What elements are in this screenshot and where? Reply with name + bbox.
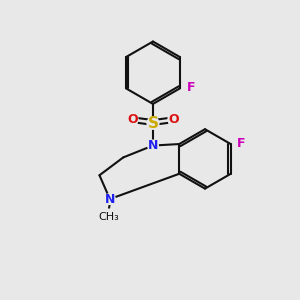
Circle shape xyxy=(104,194,115,204)
Circle shape xyxy=(100,209,117,226)
Circle shape xyxy=(127,114,138,125)
Text: O: O xyxy=(168,113,179,126)
Circle shape xyxy=(168,114,179,125)
Text: O: O xyxy=(127,113,138,126)
Text: F: F xyxy=(237,137,245,150)
Text: S: S xyxy=(148,116,158,131)
Circle shape xyxy=(148,140,158,151)
Text: N: N xyxy=(105,193,115,206)
Text: CH₃: CH₃ xyxy=(98,212,119,222)
Text: N: N xyxy=(148,139,158,152)
Text: F: F xyxy=(187,81,195,94)
Circle shape xyxy=(147,117,159,129)
Circle shape xyxy=(236,138,247,149)
Circle shape xyxy=(185,82,197,93)
